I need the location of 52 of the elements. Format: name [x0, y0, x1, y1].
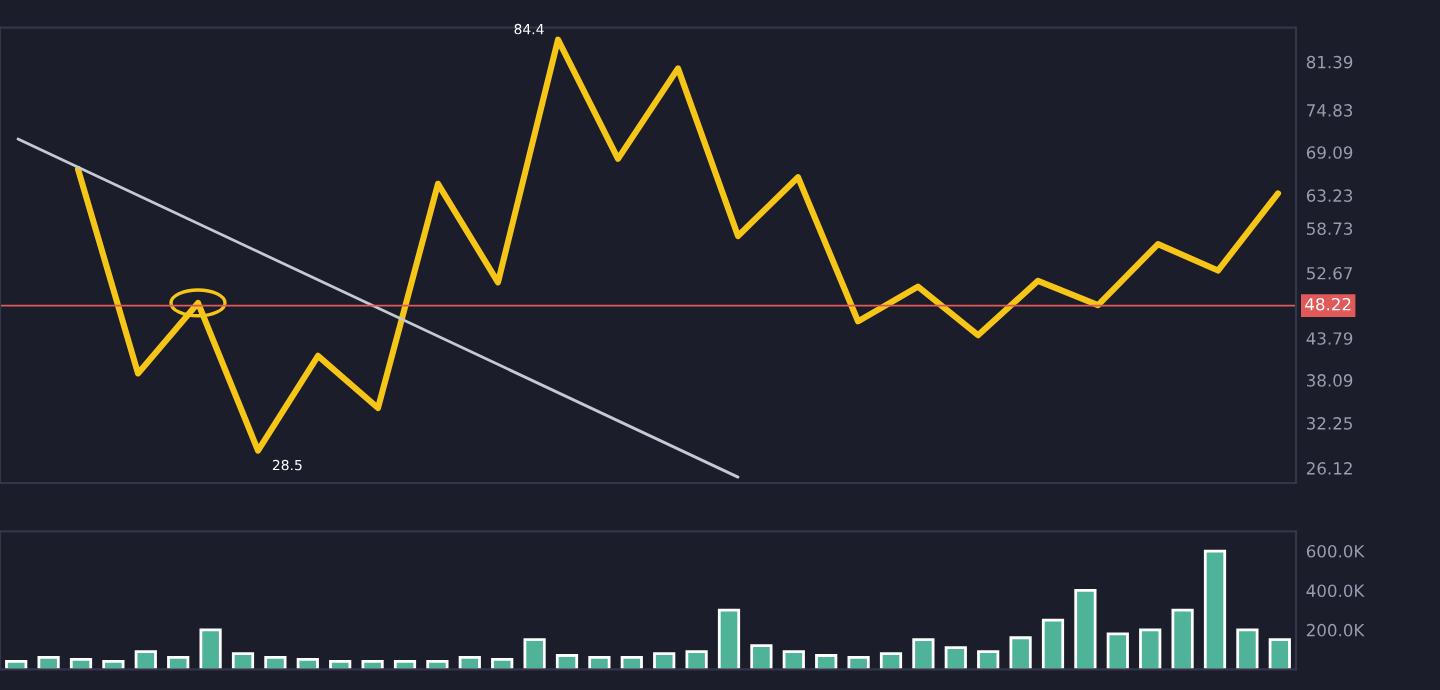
bar — [458, 656, 481, 670]
bar — [1268, 638, 1291, 670]
bar — [912, 638, 935, 670]
bar — [296, 658, 319, 670]
y-tick-label: 26.12 — [1306, 462, 1352, 475]
bar — [782, 650, 805, 670]
bar — [1139, 628, 1162, 670]
bar — [361, 660, 384, 670]
bar — [1203, 549, 1227, 670]
bar — [69, 658, 93, 670]
bar — [37, 656, 60, 670]
bar — [523, 638, 546, 670]
y-tick-label: 600.0K — [1306, 544, 1365, 558]
bar — [620, 656, 643, 670]
bar — [879, 652, 903, 670]
bar — [1074, 589, 1097, 670]
bar — [1009, 636, 1032, 670]
bar — [944, 646, 967, 670]
bar — [588, 656, 611, 670]
y-tick-label: 32.25 — [1306, 417, 1352, 430]
bar — [815, 654, 838, 670]
bar — [199, 628, 222, 670]
bar — [1236, 628, 1259, 670]
bar — [1171, 608, 1194, 670]
y-tick-label: 69.09 — [1306, 146, 1353, 159]
bar — [231, 652, 255, 670]
y-tick-label: 400.0K — [1306, 584, 1365, 598]
bar — [134, 650, 157, 670]
ref-line-label: 48.22 — [1305, 297, 1351, 311]
bar — [750, 644, 773, 670]
bar — [1106, 632, 1129, 670]
y-tick-label: 63.23 — [1306, 189, 1353, 202]
bar — [102, 660, 125, 670]
bar — [167, 656, 190, 670]
bar — [491, 658, 514, 670]
bar — [653, 652, 676, 670]
bar — [847, 656, 870, 670]
bar — [264, 656, 287, 670]
y-tick-label: 43.79 — [1306, 332, 1353, 345]
y-tick-label: 38.09 — [1306, 374, 1353, 387]
y-tick-label: 52.67 — [1307, 266, 1353, 280]
line-series — [74, 36, 1282, 454]
bar — [977, 650, 1000, 670]
bar — [717, 608, 741, 670]
y-tick-label: 200.0K — [1306, 623, 1365, 637]
y-tick-label: 58.73 — [1307, 222, 1353, 235]
bar — [426, 660, 449, 670]
bar — [555, 654, 579, 670]
y-tick-label: 81.39 — [1306, 55, 1353, 69]
bar — [1041, 618, 1065, 670]
y-tick-label: 74.83 — [1307, 104, 1353, 117]
bar — [685, 650, 708, 670]
